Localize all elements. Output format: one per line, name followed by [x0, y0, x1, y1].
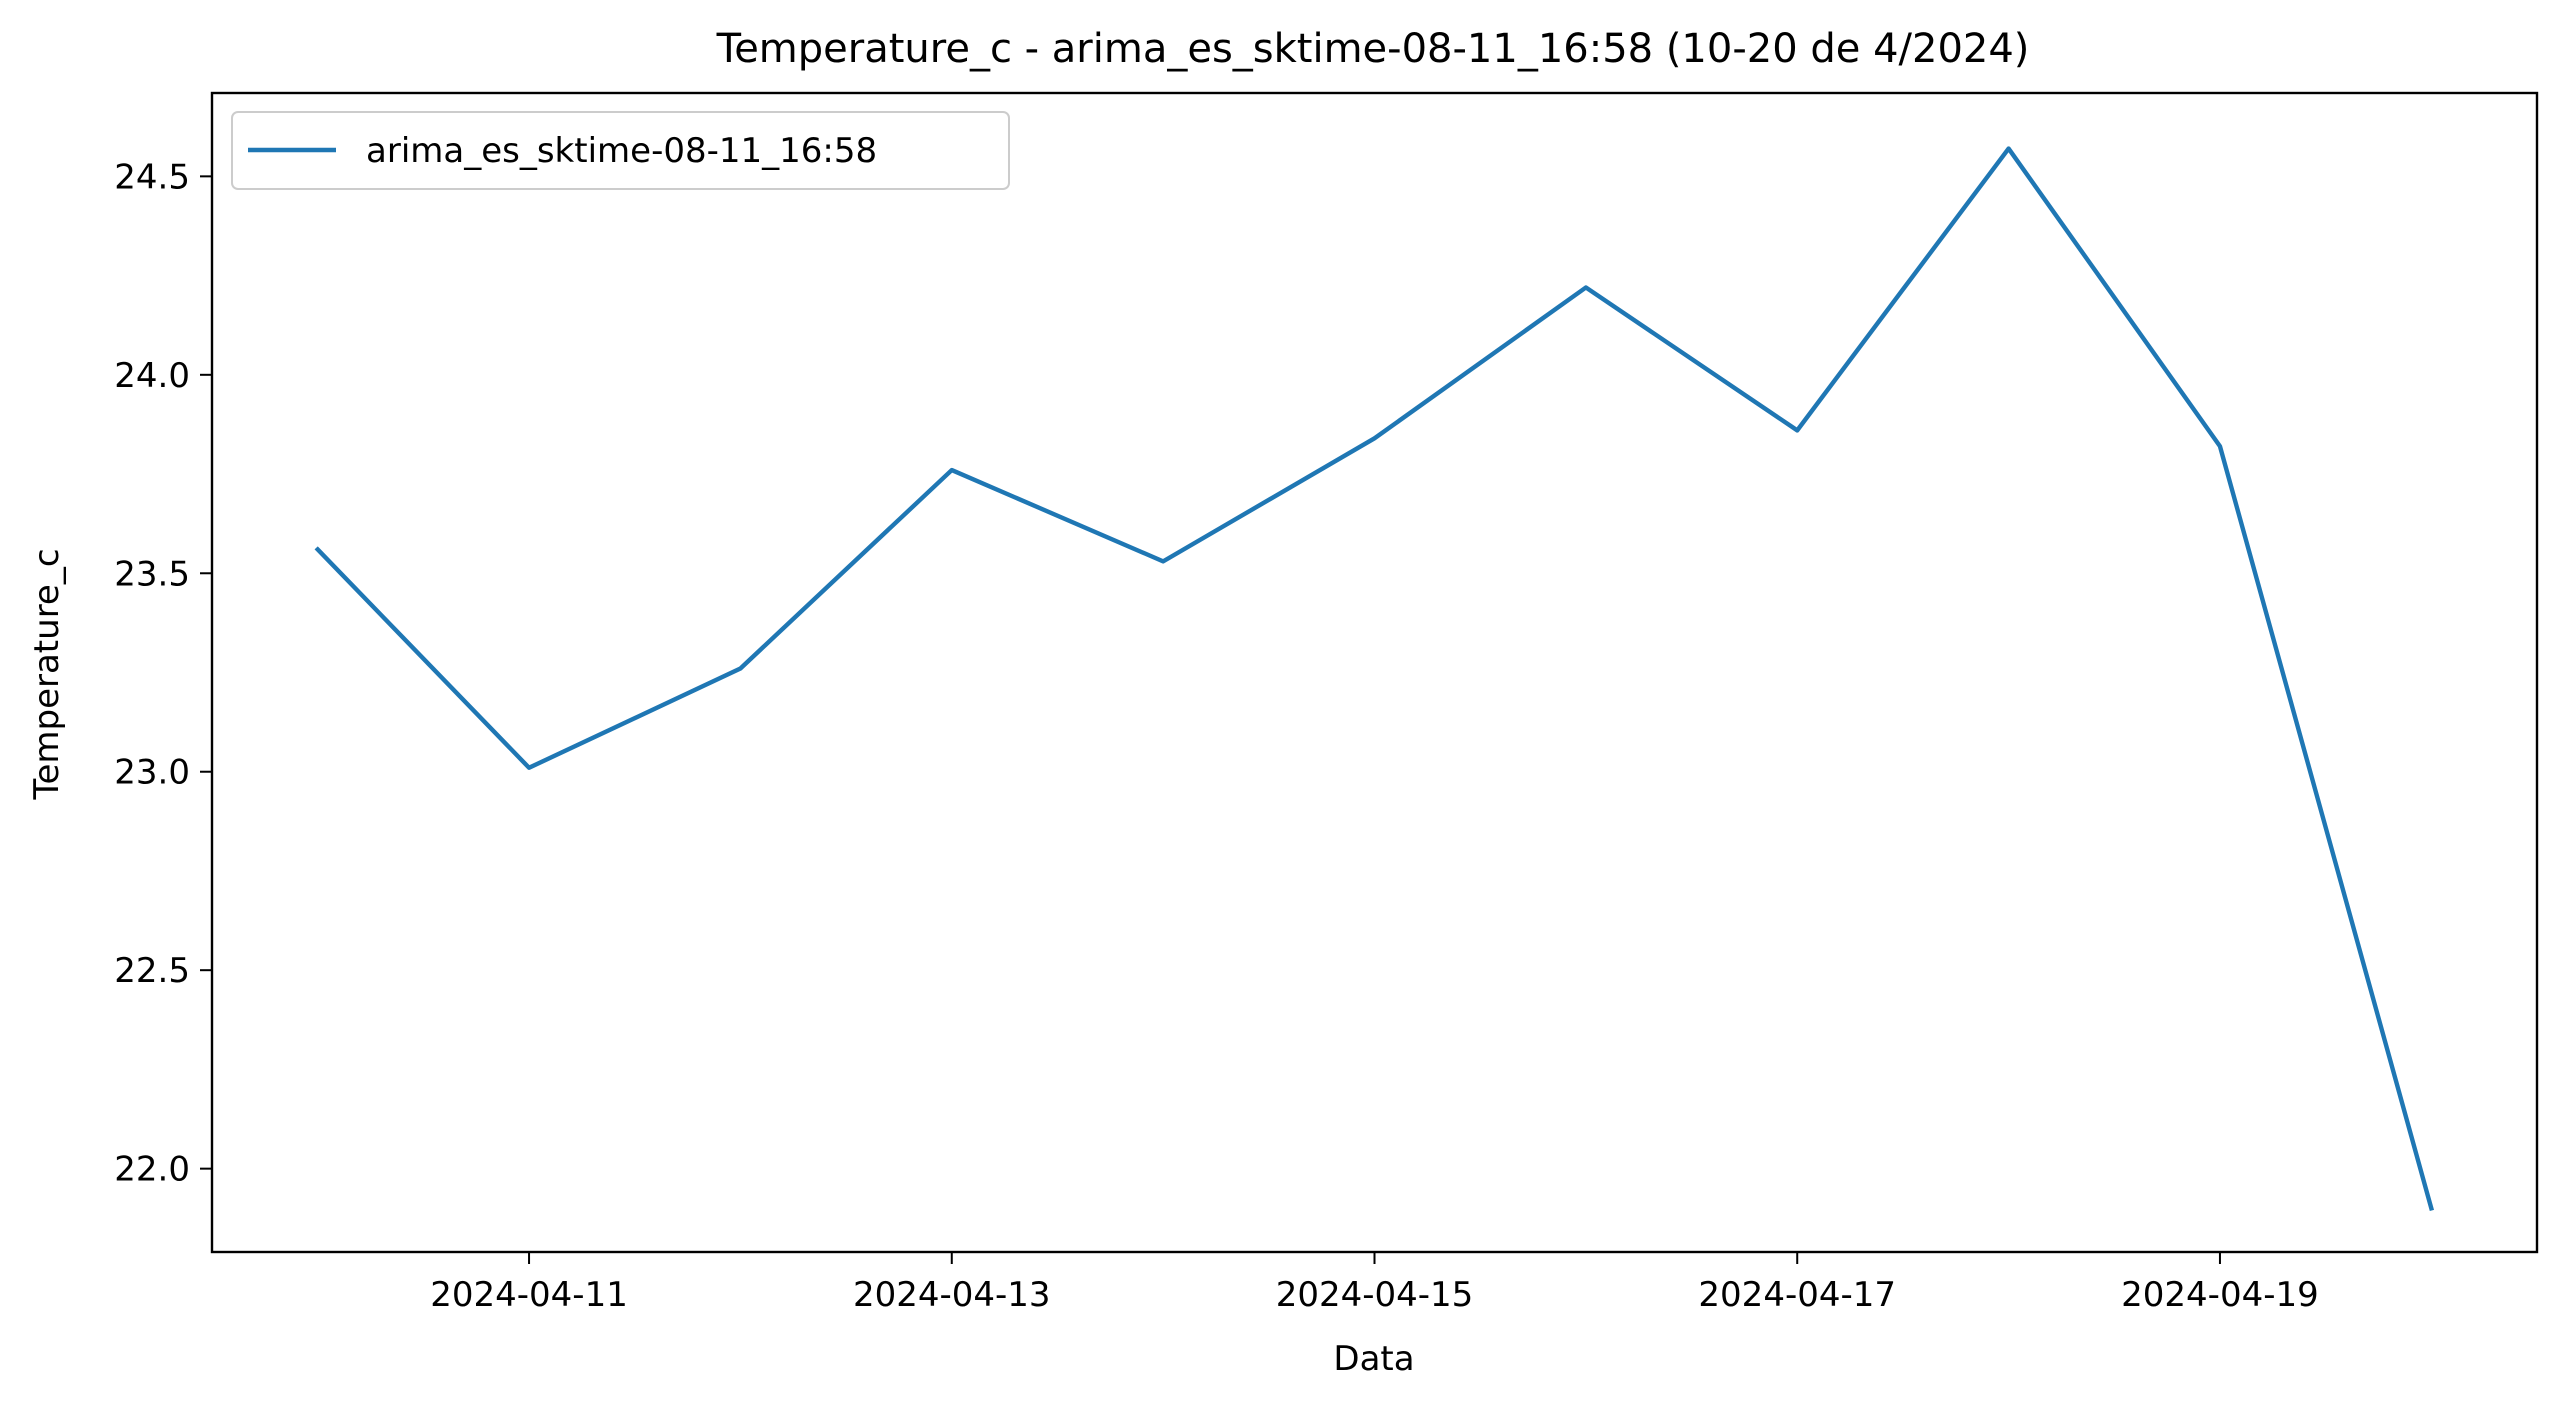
legend: arima_es_sktime-08-11_16:58: [232, 112, 1009, 189]
x-tick-label: 2024-04-15: [1276, 1275, 1474, 1315]
x-tick-label: 2024-04-11: [430, 1275, 628, 1315]
x-tick-label: 2024-04-13: [853, 1275, 1051, 1315]
chart-title: Temperature_c - arima_es_sktime-08-11_16…: [716, 26, 2030, 72]
legend-label: arima_es_sktime-08-11_16:58: [366, 131, 877, 171]
x-tick-label: 2024-04-17: [1698, 1275, 1896, 1315]
x-axis-label: Data: [1333, 1339, 1414, 1379]
y-tick-label: 22.0: [114, 1150, 190, 1190]
y-axis-label: Temperature_c: [27, 548, 67, 800]
x-tick-label: 2024-04-19: [2121, 1275, 2319, 1315]
y-tick-label: 23.5: [114, 554, 190, 594]
y-tick-label: 24.5: [114, 157, 190, 197]
y-tick-label: 22.5: [114, 951, 190, 991]
y-tick-label: 24.0: [114, 356, 190, 396]
y-tick-label: 23.0: [114, 753, 190, 793]
